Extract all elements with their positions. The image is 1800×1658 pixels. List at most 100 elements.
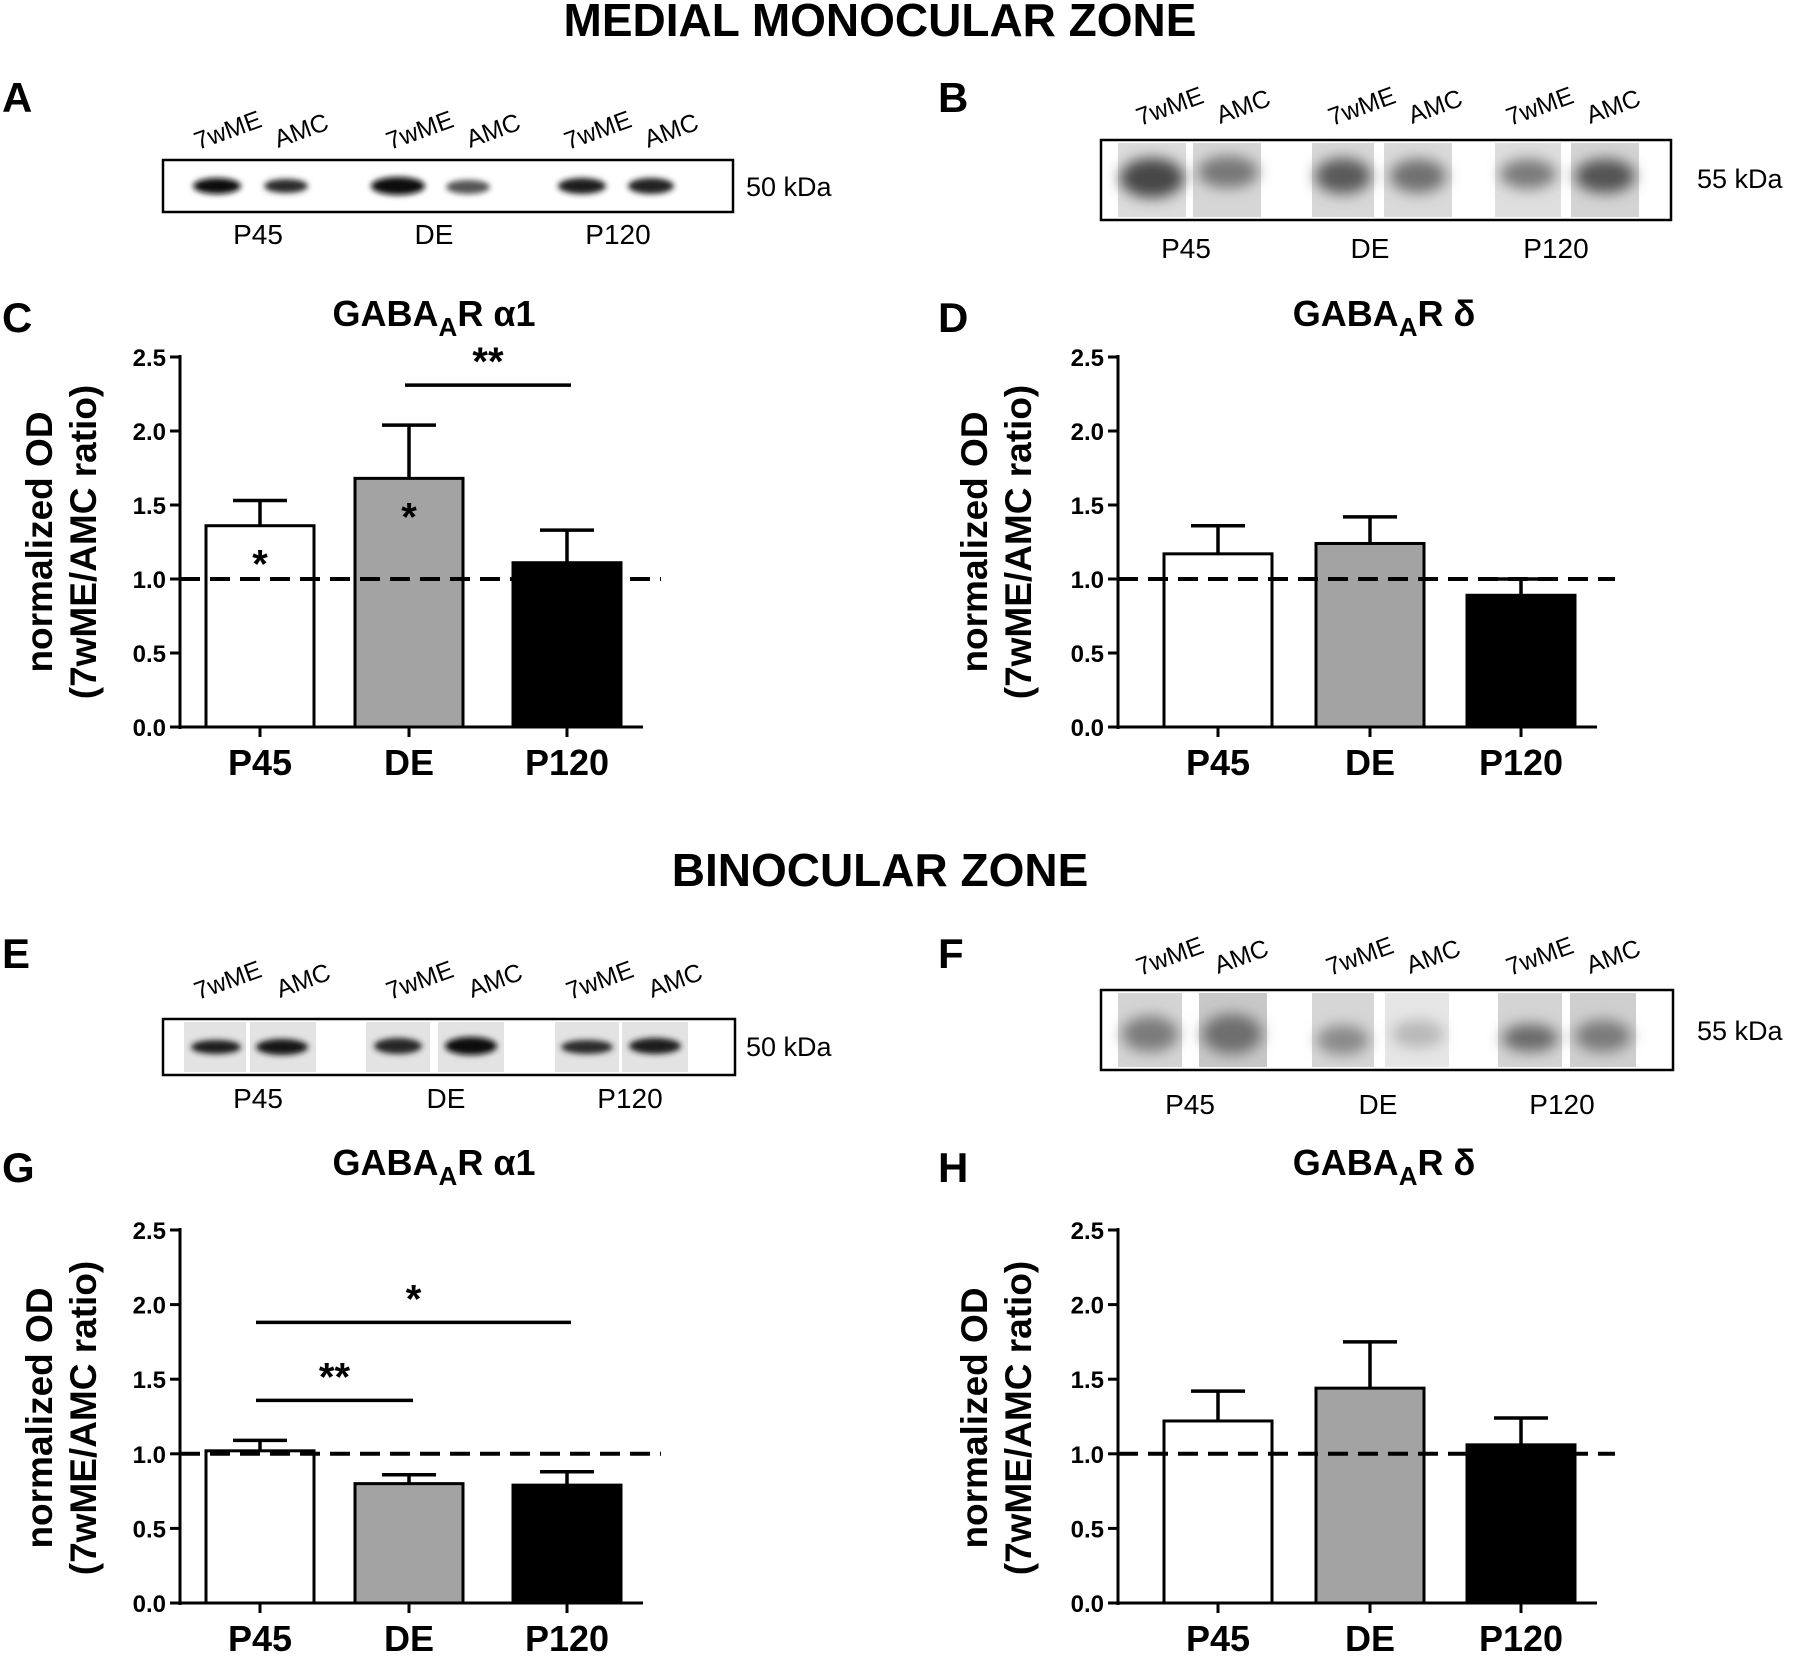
blot-band bbox=[445, 1037, 497, 1055]
blot-a-lane-label: AMC bbox=[270, 108, 332, 153]
section-title-binocular: BINOCULAR ZONE bbox=[672, 844, 1089, 896]
blot-b-kda: 55 kDa bbox=[1697, 164, 1784, 194]
blot-band bbox=[1500, 159, 1556, 189]
x-tick-label: DE bbox=[384, 1618, 434, 1658]
y-tick-label: 2.5 bbox=[1071, 1218, 1104, 1245]
comparison-significance: ** bbox=[472, 340, 504, 384]
blot-b-group: DE bbox=[1351, 233, 1390, 264]
y-tick-label: 2.0 bbox=[133, 419, 166, 446]
blot-a-group: P45 bbox=[233, 219, 283, 250]
chart-title: GABAAR α1 bbox=[333, 1142, 536, 1191]
blot-e-lane-label: AMC bbox=[644, 958, 706, 1003]
blot-f-lane-label: AMC bbox=[1402, 934, 1464, 979]
y-tick-label: 0.0 bbox=[1071, 715, 1104, 742]
bar-de bbox=[1314, 541, 1426, 729]
y-tick-label: 2.0 bbox=[1071, 1293, 1104, 1320]
chart-h: GABAAR δ normalized OD (7wME/AMC ratio) 0.0… bbox=[954, 1142, 1615, 1658]
panel-label-a: A bbox=[2, 74, 32, 121]
y-axis-label: (7wME/AMC ratio) bbox=[63, 385, 104, 700]
y-tick-label: 2.5 bbox=[1071, 345, 1104, 372]
y-tick-label: 2.5 bbox=[133, 1218, 166, 1245]
bar-significance-star: * bbox=[401, 495, 417, 539]
blot-e-lane-label: 7wME bbox=[382, 956, 457, 1006]
y-tick-label: 1.5 bbox=[133, 1367, 166, 1394]
x-tick-label: DE bbox=[1345, 1618, 1395, 1658]
blot-e: 7wME AMC 7wME AMC 7wME AMC 50 kDa P45 DE… bbox=[161, 956, 833, 1114]
blot-b-group: P120 bbox=[1523, 233, 1588, 264]
y-axis-label: (7wME/AMC ratio) bbox=[998, 385, 1039, 700]
y-axis-label: (7wME/AMC ratio) bbox=[998, 1261, 1039, 1576]
y-tick-label: 0.5 bbox=[1071, 1516, 1104, 1543]
blot-a-lane-label: AMC bbox=[640, 108, 702, 153]
comparison-significance: * bbox=[406, 1277, 422, 1321]
chart-g: GABAAR α1 normalized OD (7wME/AMC ratio) 0.… bbox=[19, 1142, 661, 1658]
blot-b-lane-label: 7wME bbox=[1502, 82, 1577, 132]
blot-band bbox=[1390, 159, 1446, 193]
blot-band bbox=[1202, 1014, 1262, 1054]
blot-band bbox=[264, 179, 308, 193]
bar-de bbox=[1314, 1386, 1426, 1605]
y-axis-label: normalized OD bbox=[19, 1287, 60, 1548]
x-tick-label: P45 bbox=[1186, 1618, 1250, 1658]
panel-label-e: E bbox=[2, 930, 30, 977]
y-tick-label: 0.5 bbox=[133, 1516, 166, 1543]
blot-e-group: P45 bbox=[233, 1083, 283, 1114]
x-tick-label: P120 bbox=[1479, 1618, 1563, 1658]
chart-d: GABAAR δ normalized OD (7wME/AMC ratio) 0.0… bbox=[954, 293, 1615, 783]
chart-title: GABAAR δ bbox=[1293, 1142, 1476, 1191]
y-tick-label: 1.5 bbox=[133, 493, 166, 520]
panel-label-f: F bbox=[938, 930, 964, 977]
bar-p45 bbox=[204, 1449, 316, 1605]
panel-label-h: H bbox=[938, 1144, 968, 1191]
blot-f-kda: 55 kDa bbox=[1697, 1016, 1784, 1046]
bar-p45 bbox=[1162, 1419, 1274, 1605]
blot-band bbox=[191, 1040, 241, 1054]
chart-title: GABAAR α1 bbox=[333, 293, 536, 342]
y-tick-label: 0.0 bbox=[133, 715, 166, 742]
blot-f-lane-label: 7wME bbox=[1322, 932, 1397, 982]
blot-band bbox=[256, 1039, 308, 1055]
blot-band bbox=[446, 180, 490, 194]
x-tick-label: DE bbox=[384, 742, 434, 783]
x-tick-label: DE bbox=[1345, 742, 1395, 783]
blot-e-lane-label: AMC bbox=[272, 958, 334, 1003]
blot-e-lane-label: AMC bbox=[464, 958, 526, 1003]
blot-band bbox=[561, 1040, 613, 1054]
blot-a-lane-label: 7wME bbox=[560, 106, 635, 156]
blot-b-lane-label: AMC bbox=[1404, 84, 1466, 129]
y-axis-label: normalized OD bbox=[954, 1287, 995, 1548]
blot-band bbox=[1575, 159, 1635, 193]
blot-band bbox=[629, 1038, 681, 1054]
blot-band bbox=[193, 178, 241, 194]
blot-a-lane-label: 7wME bbox=[382, 106, 457, 156]
blot-e-group: P120 bbox=[597, 1083, 662, 1114]
blot-f-lane-label: 7wME bbox=[1132, 932, 1207, 982]
blot-b-lane-label: 7wME bbox=[1132, 82, 1207, 132]
blot-band bbox=[371, 177, 425, 195]
chart-title: GABAAR δ bbox=[1293, 293, 1476, 342]
blot-band bbox=[374, 1038, 422, 1054]
blot-band bbox=[1198, 156, 1258, 188]
x-tick-label: P120 bbox=[525, 1618, 609, 1658]
y-tick-label: 1.5 bbox=[1071, 1367, 1104, 1394]
blot-e-group: DE bbox=[427, 1083, 466, 1114]
blot-f: 7wME AMC 7wME AMC 7wME AMC 55 kDa P45 DE… bbox=[1099, 932, 1784, 1120]
bar-p120 bbox=[1465, 1443, 1577, 1605]
y-axis-label: normalized OD bbox=[19, 411, 60, 672]
blot-b-lane-label: 7wME bbox=[1324, 82, 1399, 132]
blot-e-lane-label: 7wME bbox=[562, 956, 637, 1006]
blot-f-group: P120 bbox=[1529, 1089, 1594, 1120]
blot-band bbox=[1315, 158, 1371, 194]
blot-a-lane-label: 7wME bbox=[190, 106, 265, 156]
blot-band bbox=[1120, 158, 1184, 198]
blot-b-lane-label: AMC bbox=[1212, 84, 1274, 129]
blot-e-kda: 50 kDa bbox=[746, 1032, 833, 1062]
panel-label-g: G bbox=[2, 1144, 35, 1191]
y-tick-label: 0.5 bbox=[1071, 641, 1104, 668]
x-tick-label: P45 bbox=[228, 742, 292, 783]
y-tick-label: 1.0 bbox=[1071, 1442, 1104, 1469]
y-tick-label: 1.0 bbox=[133, 1442, 166, 1469]
y-axis-label: normalized OD bbox=[954, 411, 995, 672]
blot-band bbox=[1122, 1016, 1178, 1052]
